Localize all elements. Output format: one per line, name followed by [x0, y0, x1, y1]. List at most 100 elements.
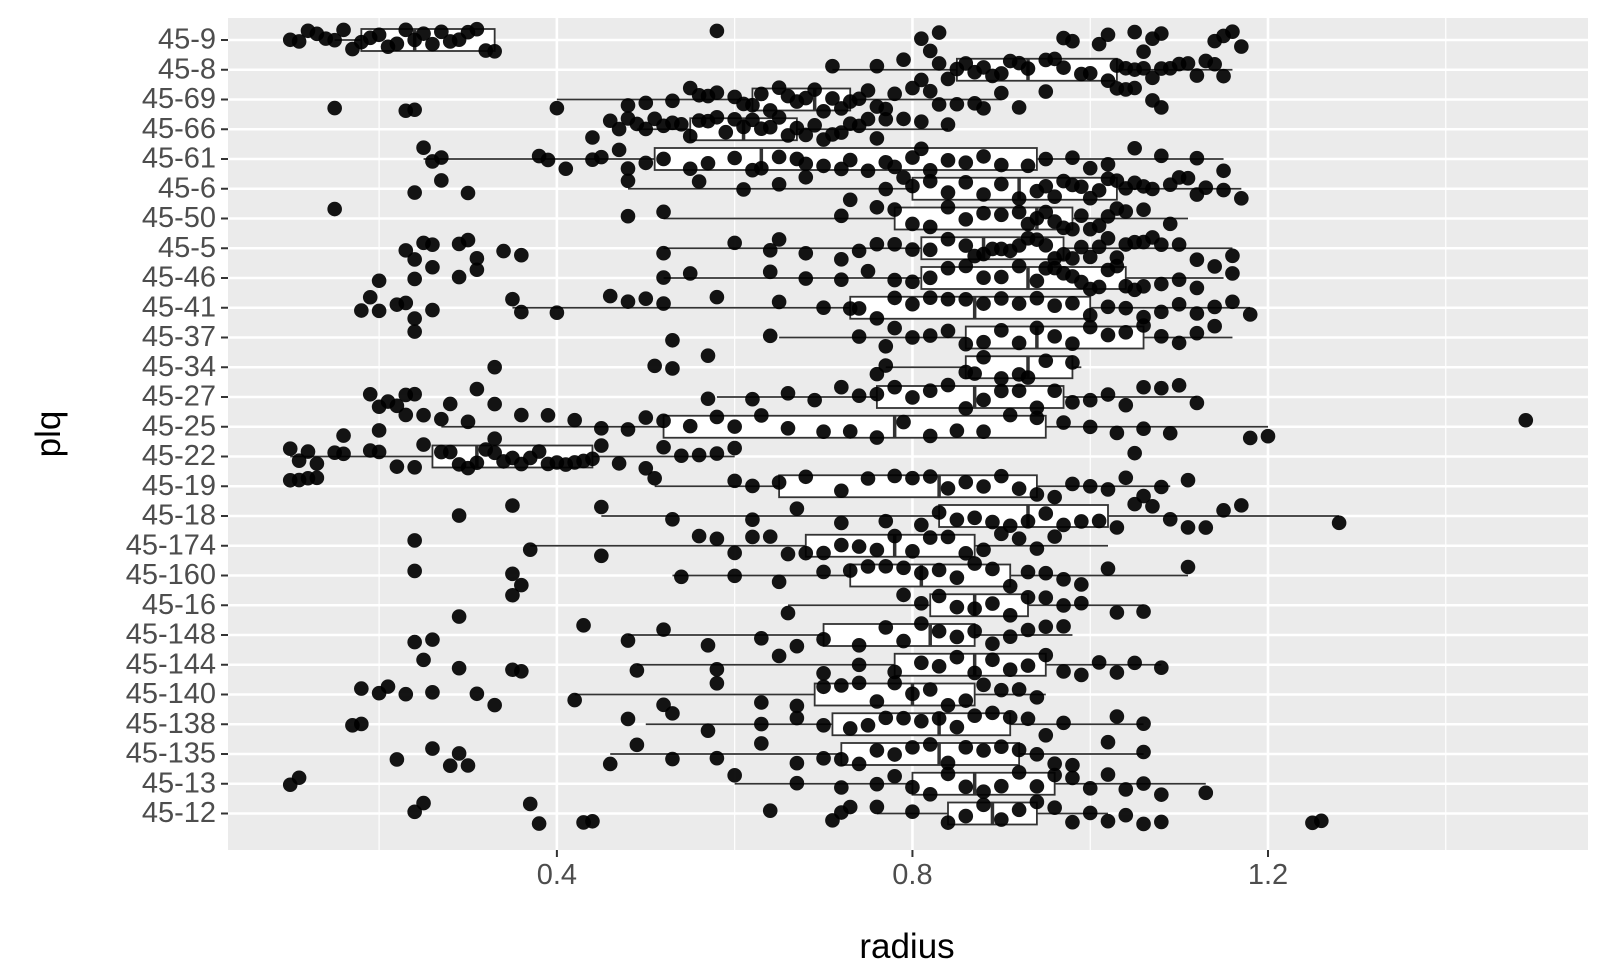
data-point [1074, 595, 1089, 611]
data-point [700, 391, 716, 407]
data-point [825, 91, 840, 106]
data-point [1207, 318, 1222, 334]
data-point [851, 638, 867, 653]
y-tick-label: 45-25 [142, 410, 216, 442]
data-point [1127, 655, 1142, 671]
data-point [834, 208, 849, 224]
data-point [869, 386, 885, 402]
data-point [816, 751, 831, 766]
data-point [869, 311, 885, 326]
data-point [425, 685, 440, 700]
data-point [638, 291, 654, 306]
data-point [718, 124, 734, 140]
data-point [407, 533, 422, 548]
data-point [1216, 503, 1231, 518]
data-point [727, 440, 742, 456]
data-point [798, 169, 814, 185]
data-point [842, 424, 858, 439]
data-point [789, 710, 805, 726]
data-point [434, 411, 449, 427]
data-point [691, 174, 707, 189]
data-point [1002, 407, 1018, 423]
data-point [1154, 276, 1169, 292]
data-point [1118, 397, 1134, 413]
data-point [709, 662, 725, 677]
data-point [958, 546, 974, 561]
data-point [1047, 298, 1062, 313]
data-point [594, 438, 609, 453]
data-point [851, 756, 867, 772]
data-point [922, 163, 938, 178]
data-point [762, 803, 778, 818]
data-point [434, 150, 449, 165]
data-point [700, 348, 716, 363]
data-point [336, 446, 351, 462]
data-point [940, 185, 956, 200]
data-point [576, 618, 591, 633]
data-point [709, 85, 725, 100]
data-point [371, 27, 387, 43]
data-point [1109, 425, 1125, 441]
data-point [656, 622, 671, 637]
data-point [1020, 514, 1036, 529]
data-point [727, 150, 742, 166]
data-point [940, 698, 956, 713]
data-point [816, 564, 831, 580]
data-point [1056, 598, 1071, 613]
data-point [905, 390, 920, 405]
data-point [896, 710, 911, 726]
data-point [487, 396, 502, 412]
data-point [1118, 782, 1134, 797]
data-point [1020, 370, 1036, 385]
data-point [834, 161, 849, 177]
data-point [798, 545, 814, 561]
data-point [620, 711, 636, 727]
data-point [1109, 709, 1125, 724]
data-point [976, 424, 991, 439]
data-point [407, 563, 422, 579]
data-point [949, 570, 965, 585]
data-point [1145, 181, 1160, 197]
data-point [807, 392, 822, 408]
data-point [771, 177, 787, 192]
data-point [922, 737, 938, 752]
data-point [1038, 565, 1054, 581]
data-point [682, 418, 698, 434]
data-point [620, 173, 636, 189]
data-point [1180, 520, 1196, 535]
data-point [771, 574, 787, 590]
data-point [922, 290, 938, 306]
data-point [949, 423, 965, 439]
data-point [371, 423, 387, 438]
data-point [816, 424, 831, 439]
data-point [922, 173, 938, 189]
data-point [469, 381, 485, 397]
data-point [1091, 183, 1107, 198]
data-point [620, 294, 636, 309]
data-point [1331, 515, 1347, 531]
data-point [1242, 307, 1258, 322]
data-point [487, 431, 502, 447]
data-point [407, 634, 422, 650]
data-point [834, 515, 849, 531]
data-point [940, 377, 956, 393]
data-point [1091, 655, 1107, 670]
data-point [291, 34, 307, 49]
data-point [754, 408, 769, 423]
data-point [389, 36, 405, 52]
data-point [976, 187, 991, 202]
data-point [905, 470, 920, 486]
data-point [914, 141, 929, 157]
data-point [762, 119, 778, 135]
data-point [1065, 33, 1080, 49]
data-point [958, 212, 974, 227]
data-point [1047, 51, 1062, 67]
data-point [745, 478, 760, 494]
data-point [976, 296, 991, 311]
data-point [1189, 150, 1205, 166]
data-point [416, 407, 431, 423]
data-point [754, 695, 769, 710]
data-point [1109, 258, 1125, 274]
data-point [1225, 24, 1240, 39]
data-point [869, 542, 885, 558]
